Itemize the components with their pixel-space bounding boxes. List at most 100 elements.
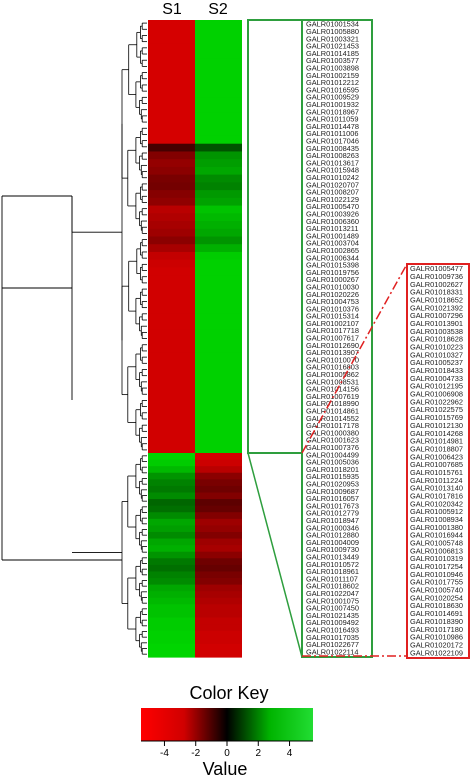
heatmap-cell-lower-29-1 — [195, 643, 242, 652]
heatmap-cell-upper-22-1 — [195, 190, 242, 199]
heatmap-cell-upper-27-1 — [195, 228, 242, 238]
gene-label: GALR01008934 — [410, 515, 463, 524]
heatmap-cell-upper-4-1 — [195, 50, 242, 60]
gene-label: GALR01014185 — [306, 49, 359, 58]
heatmap-cell-upper-40-0 — [148, 329, 195, 338]
heatmap-cell-lower-16-0 — [148, 558, 195, 566]
gene-label: GALR01018961 — [306, 567, 359, 576]
heatmap-cell-upper-53-1 — [195, 429, 242, 439]
gene-label: GALR01009529 — [306, 93, 359, 102]
gene-list-box-upper — [301, 19, 373, 658]
heatmap-cell-upper-36-0 — [148, 298, 195, 307]
heatmap-cell-upper-54-0 — [148, 437, 195, 446]
heatmap-cell-lower-21-0 — [148, 591, 195, 599]
gene-label: GALR01003538 — [410, 327, 463, 336]
heatmap-cell-lower-6-0 — [148, 492, 195, 500]
heatmap-cell-lower-11-1 — [195, 525, 242, 533]
heatmap-cell-lower-10-1 — [195, 518, 242, 526]
gene-label: GALR01022677 — [306, 640, 359, 649]
gene-label: GALR01010376 — [306, 304, 359, 313]
heatmap-cell-upper-33-1 — [195, 275, 242, 284]
heatmap-cell-upper-43-0 — [148, 352, 195, 361]
gene-label: GALR01007685 — [410, 460, 463, 469]
gene-label: GALR01018652 — [410, 295, 463, 304]
heatmap-cell-upper-14-0 — [148, 128, 195, 137]
heatmap-cell-upper-48-1 — [195, 391, 242, 400]
heatmap-cell-lower-8-1 — [195, 505, 242, 513]
gene-label: GALR01020254 — [410, 593, 463, 602]
upper-cluster-box — [247, 19, 303, 454]
heatmap-cell-upper-40-1 — [195, 329, 242, 338]
color-key-tick-label: 4 — [287, 748, 293, 759]
heatmap-cell-upper-29-0 — [148, 244, 195, 253]
heatmap-cell-upper-16-0 — [148, 143, 195, 153]
heatmap-cell-upper-2-1 — [195, 35, 242, 44]
heatmap-cell-upper-47-1 — [195, 383, 242, 392]
heatmap-cell-upper-45-1 — [195, 367, 242, 377]
heatmap-cell-upper-34-1 — [195, 282, 242, 292]
heatmap-cell-upper-51-0 — [148, 414, 195, 423]
heatmap-cell-upper-22-0 — [148, 190, 195, 199]
heatmap-cell-lower-26-1 — [195, 624, 242, 632]
gene-label: GALR01000267 — [306, 275, 359, 284]
gene-label: GALR01012195 — [410, 382, 463, 391]
gene-label: GALR01018433 — [410, 366, 463, 375]
gene-label: GALR01005912 — [410, 507, 463, 516]
color-key-axis: -4 -2 0 2 4 — [141, 740, 313, 759]
heatmap-cell-lower-28-1 — [195, 637, 242, 645]
gene-label: GALR01014268 — [410, 429, 463, 438]
heatmap-cell-upper-47-0 — [148, 383, 195, 392]
gene-label: GALR01003898 — [306, 63, 359, 72]
heatmap-cell-lower-23-0 — [148, 604, 195, 612]
heatmap-cell-lower-23-1 — [195, 604, 242, 612]
gene-label: GALR01001932 — [306, 100, 359, 109]
heatmap-cell-upper-30-1 — [195, 251, 242, 261]
heatmap-cell-upper-49-1 — [195, 398, 242, 408]
heatmap-cell-upper-29-1 — [195, 244, 242, 253]
heatmap-cell-lower-3-1 — [195, 472, 242, 480]
heatmap-cell-upper-3-0 — [148, 43, 195, 52]
gene-label: GALR01005036 — [306, 458, 359, 467]
gene-label: GALR01010242 — [306, 173, 359, 182]
gene-label: GALR01001534 — [306, 20, 359, 29]
heatmap-cell-lower-5-0 — [148, 485, 195, 494]
gene-label: GALR01014981 — [410, 437, 463, 446]
heatmap-cell-upper-37-1 — [195, 306, 242, 315]
heatmap-cell-upper-54-1 — [195, 437, 242, 446]
column-label-s2: S2 — [208, 1, 228, 18]
connector-dashdot-top — [301, 263, 408, 454]
heatmap-cell-upper-24-1 — [195, 205, 242, 214]
gene-label: GALR01013211 — [306, 224, 358, 233]
gene-label: GALR01007450 — [306, 604, 359, 613]
gene-label: GALR01022109 — [410, 648, 463, 657]
gene-label: GALR01008263 — [306, 151, 359, 160]
heatmap-cell-upper-32-1 — [195, 267, 242, 276]
gene-label: GALR01010319 — [410, 554, 463, 563]
gene-label: GALR01021435 — [306, 611, 359, 620]
gene-label: GALR01010030 — [306, 282, 359, 291]
gene-label: GALR01007296 — [410, 311, 463, 320]
heatmap-cell-upper-14-1 — [195, 128, 242, 137]
heatmap-cell-lower-25-1 — [195, 617, 242, 625]
heatmap-cell-upper-35-0 — [148, 290, 195, 299]
heatmap-cell-upper-0-1 — [195, 20, 242, 29]
gene-label: GALR01005470 — [306, 202, 359, 211]
heatmap-cell-upper-31-1 — [195, 259, 242, 269]
heatmap-cell-upper-18-0 — [148, 159, 195, 168]
heatmap-cell-upper-51-1 — [195, 414, 242, 423]
gene-label: GALR01020226 — [306, 290, 359, 299]
heatmap-cell-lower-21-1 — [195, 591, 242, 599]
heatmap-cell-upper-15-0 — [148, 135, 195, 145]
gene-label: GALR01010572 — [306, 560, 359, 569]
gene-label: GALR01020172 — [410, 640, 463, 649]
heatmap-cell-lower-30-1 — [195, 650, 242, 658]
heatmap-cell-upper-1-0 — [148, 27, 195, 37]
heatmap-cell-upper-42-1 — [195, 344, 242, 354]
gene-label: GALR01003321 — [306, 34, 359, 43]
gene-label: GALR01008531 — [306, 377, 359, 386]
gene-label: GALR01005748 — [410, 539, 463, 548]
heatmap-cell-upper-55-0 — [148, 445, 195, 454]
heatmap-cell-upper-8-0 — [148, 81, 195, 91]
heatmap-cell-lower-17-1 — [195, 564, 242, 573]
gene-label: GALR01018630 — [410, 601, 463, 610]
